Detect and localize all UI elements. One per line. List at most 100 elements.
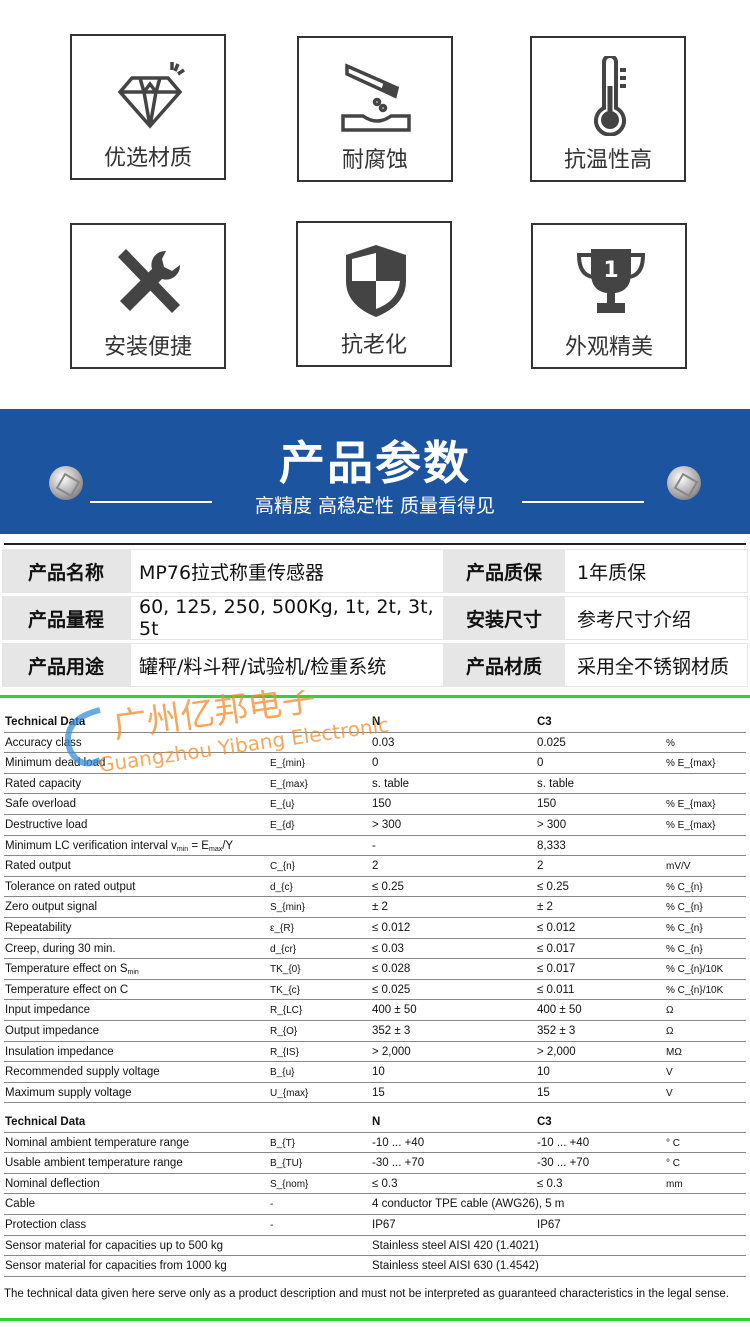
- param-row: 产品名称 MP76拉式称重传感器 产品质保 1年质保: [2, 549, 748, 593]
- param-symbol: U_{max}: [270, 1087, 309, 1099]
- screw-icon: [667, 466, 701, 500]
- table-row: Safe overload E_{u} 150 150 % E_{max}: [4, 794, 746, 815]
- table-row: Nominal deflection S_{nom} ≤ 0.3 ≤ 0.3 mm: [4, 1174, 746, 1195]
- table-row: Nominal ambient temperature range B_{T} -1…: [4, 1133, 746, 1154]
- table-row: Rated output C_{n} 2 2 mV/V: [4, 856, 746, 877]
- param-label: Recommended supply voltage: [5, 1066, 160, 1079]
- value-c3: 400 ± 50: [537, 1004, 582, 1017]
- banner-title: 产品参数: [279, 436, 471, 490]
- value-n: 15: [372, 1086, 385, 1099]
- param-key: 产品名称: [2, 549, 130, 593]
- value-c3: ± 2: [537, 901, 553, 914]
- param-key: 产品量程: [2, 596, 130, 640]
- value-n: 400 ± 50: [372, 1004, 417, 1017]
- value-c3: 352 ± 3: [537, 1024, 576, 1037]
- param-label: Temperature effect on C: [5, 983, 129, 996]
- value-n: ≤ 0.3: [372, 1177, 398, 1190]
- value-c3: 10: [537, 1066, 550, 1079]
- table-row: Insulation impedance R_{IS} > 2,000 > 2,000…: [4, 1042, 746, 1063]
- param-symbol: R_{LC}: [270, 1005, 303, 1017]
- param-label: Tolerance on rated output: [5, 880, 136, 893]
- param-label: Technical Data: [5, 716, 86, 728]
- value-c3: > 300: [537, 818, 567, 831]
- unit: %: [666, 737, 675, 749]
- param-label: Protection class: [5, 1218, 87, 1231]
- value-c3: 2: [537, 860, 544, 873]
- param-key: 产品质保: [444, 549, 564, 593]
- diamond-icon: [117, 62, 185, 129]
- param-label: Sensor material for capacities from 1000…: [5, 1260, 227, 1273]
- param-label: Cable: [5, 1198, 36, 1211]
- value-n: Stainless steel AISI 420 (1.4021): [372, 1239, 539, 1252]
- value-c3: 0.025: [537, 736, 566, 749]
- value-c3: s. table: [537, 777, 575, 790]
- value-c3: ≤ 0.012: [537, 921, 576, 934]
- value-n: 150: [372, 798, 392, 811]
- table-row: Minimum LC verification interval vmin = …: [4, 836, 746, 857]
- value-c3: 150: [537, 798, 557, 811]
- param-key: 安装尺寸: [444, 596, 564, 640]
- feature-label: 抗老化: [340, 333, 407, 358]
- table-header: Technical Data N C3: [4, 1112, 746, 1133]
- value-c3: -10 ... +40: [537, 1136, 590, 1149]
- feature-card: 耐腐蚀: [297, 36, 453, 182]
- table-row: Maximum supply voltage U_{max} 15 15 V: [4, 1083, 746, 1104]
- value-n: -: [372, 839, 376, 852]
- divider: [0, 695, 750, 698]
- value-c3: ≤ 0.3: [537, 1177, 563, 1190]
- footnote: The technical data given here serve only…: [4, 1288, 729, 1300]
- unit: V: [666, 1087, 673, 1099]
- param-label: Usable ambient temperature range: [5, 1157, 183, 1170]
- param-label: Destructive load: [5, 818, 88, 831]
- value-n: N: [372, 716, 381, 728]
- feature-label: 优选材质: [103, 146, 192, 171]
- param-label: Rated output: [5, 860, 71, 873]
- param-symbol: C_{n}: [270, 861, 296, 873]
- param-value: 采用全不锈钢材质: [564, 643, 748, 687]
- feature-card: 抗温性高: [530, 36, 686, 182]
- corrosion-icon: [341, 63, 411, 132]
- param-label: Creep, during 30 min.: [5, 942, 116, 955]
- param-label: Nominal ambient temperature range: [5, 1136, 190, 1149]
- param-value: 罐秤/料斗秤/试验机/检重系统: [130, 643, 444, 687]
- param-symbol: S_{nom}: [270, 1178, 309, 1190]
- value-n: IP67: [372, 1218, 396, 1231]
- param-label: Temperature effect on Smin: [5, 963, 139, 977]
- param-symbol: -: [270, 1199, 274, 1211]
- unit: % C_{n}: [666, 902, 703, 914]
- param-label: Sensor material for capacities up to 500…: [5, 1239, 223, 1252]
- value-n: 0.03: [372, 736, 395, 749]
- feature-card: 优选材质: [70, 34, 226, 180]
- value-c3: ≤ 0.25: [537, 880, 569, 893]
- param-symbol: E_{d}: [270, 819, 295, 831]
- svg-text:1: 1: [603, 258, 618, 283]
- param-label: Minimum LC verification interval vmin = …: [5, 839, 234, 853]
- divider: [522, 501, 644, 503]
- unit: Ω: [666, 1025, 674, 1037]
- param-label: Rated capacity: [5, 777, 82, 790]
- value-n: 4 conductor TPE cable (AWG26), 5 m: [372, 1198, 565, 1211]
- banner-subtitle: 高精度 高稳定性 质量看得见: [254, 495, 496, 517]
- table-row: Accuracy class 0.03 0.025%: [4, 733, 746, 754]
- divider: [90, 501, 212, 503]
- unit: mV/V: [666, 861, 691, 873]
- param-symbol: R_{O}: [270, 1025, 298, 1037]
- param-symbol: TK_{0}: [270, 964, 301, 976]
- unit: % C_{n}: [666, 922, 703, 934]
- table-row: Minimum dead load E_{min} 0 0 % E_{max}: [4, 753, 746, 774]
- table-row: Creep, during 30 min. d_{cr} ≤ 0.03 ≤ 0.017…: [4, 939, 746, 960]
- unit: ° C: [666, 1158, 680, 1170]
- unit: % E_{max}: [666, 819, 716, 831]
- param-symbol: B_{T}: [270, 1137, 296, 1149]
- param-symbol: B_{TU}: [270, 1158, 303, 1170]
- param-symbol: d_{c}: [270, 881, 293, 893]
- param-label: Maximum supply voltage: [5, 1086, 132, 1099]
- feature-card: 抗老化: [296, 221, 452, 367]
- param-symbol: E_{max}: [270, 778, 308, 790]
- param-label: Safe overload: [5, 798, 76, 811]
- param-label: Technical Data: [5, 1116, 86, 1128]
- param-key: 产品用途: [2, 643, 130, 687]
- param-label: Output impedance: [5, 1024, 99, 1037]
- value-c3: C3: [537, 716, 552, 728]
- param-label: Insulation impedance: [5, 1045, 114, 1058]
